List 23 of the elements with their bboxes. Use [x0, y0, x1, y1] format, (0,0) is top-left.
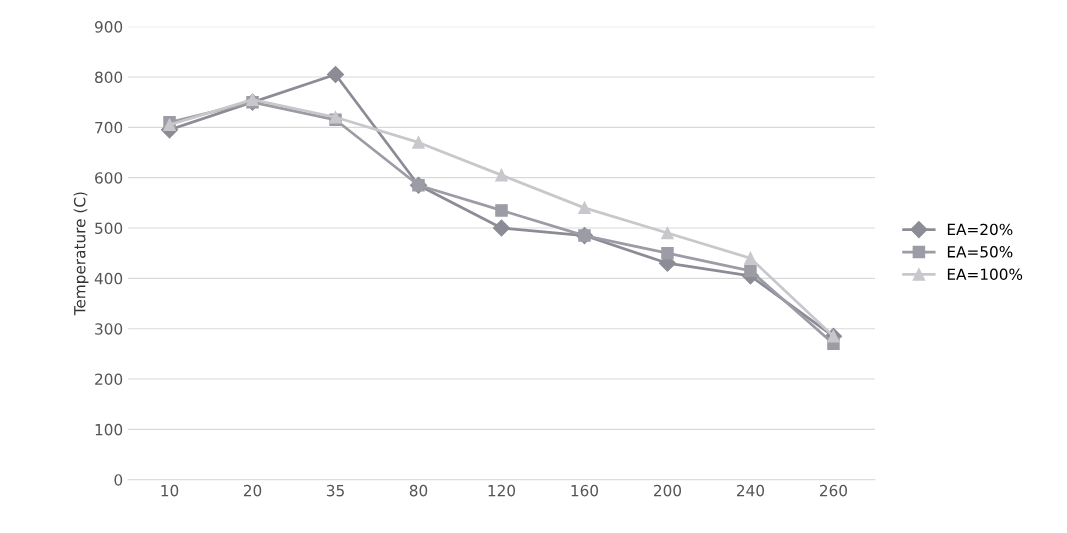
x-tick-label: 35: [326, 484, 344, 497]
y-tick-label: 700: [95, 121, 123, 134]
x-tick-label: 20: [243, 484, 262, 497]
legend-label: EA=100%: [947, 268, 1023, 281]
x-tick-label: 10: [161, 484, 179, 497]
legend-label: EA=50%: [947, 246, 1013, 258]
x-tick-label: 160: [571, 484, 599, 497]
y-tick-label: 300: [95, 323, 123, 335]
x-tick-label: 240: [737, 484, 765, 497]
y-tick-label: 800: [95, 71, 123, 84]
y-tick-label: 0: [114, 474, 123, 486]
y-tick-label: 200: [95, 373, 123, 386]
x-tick-label: 200: [654, 484, 682, 497]
y-tick-label: 100: [95, 423, 123, 436]
y-tick-label: 600: [95, 172, 123, 184]
x-tick-label: 120: [488, 484, 516, 497]
x-tick-label: 80: [409, 484, 428, 497]
legend-label: EA=20%: [947, 223, 1013, 236]
y-axis-title: Temperature (C): [73, 192, 89, 316]
y-tick-label: 900: [94, 21, 123, 33]
y-tick-label: 500: [95, 222, 123, 235]
x-tick-label: 260: [819, 484, 848, 497]
y-tick-label: 400: [94, 272, 123, 285]
